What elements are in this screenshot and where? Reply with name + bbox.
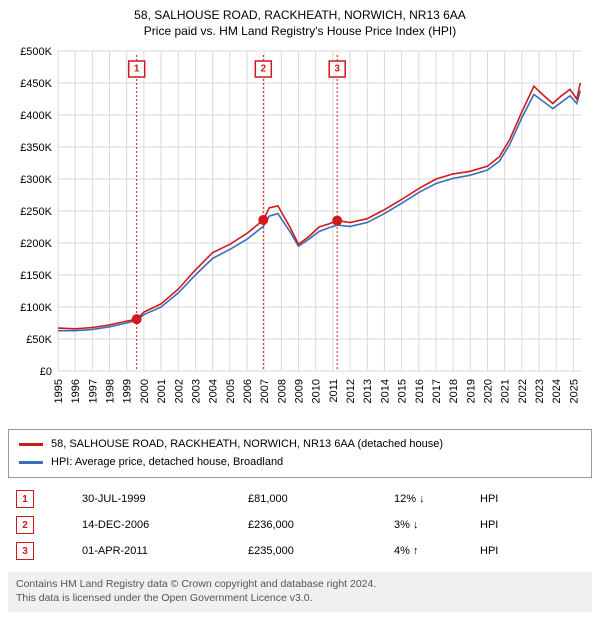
svg-text:2014: 2014 bbox=[379, 379, 391, 403]
svg-text:£0: £0 bbox=[40, 366, 52, 378]
svg-text:2017: 2017 bbox=[431, 379, 443, 403]
svg-text:£200K: £200K bbox=[20, 238, 52, 250]
sale-marker-icon: 3 bbox=[16, 542, 34, 560]
svg-text:£100K: £100K bbox=[20, 302, 52, 314]
svg-text:£500K: £500K bbox=[20, 46, 52, 58]
svg-text:1997: 1997 bbox=[87, 379, 99, 403]
table-row: 2 14-DEC-2006£236,0003% ↓HPI bbox=[8, 512, 592, 538]
svg-text:2006: 2006 bbox=[242, 379, 254, 403]
svg-text:£450K: £450K bbox=[20, 78, 52, 90]
svg-text:3: 3 bbox=[334, 64, 340, 75]
svg-text:2000: 2000 bbox=[139, 379, 151, 403]
chart-title-block: 58, SALHOUSE ROAD, RACKHEATH, NORWICH, N… bbox=[8, 8, 592, 39]
svg-text:2025: 2025 bbox=[568, 379, 580, 403]
sale-marker-icon: 2 bbox=[16, 516, 34, 534]
svg-text:2003: 2003 bbox=[190, 379, 202, 403]
sale-vs: HPI bbox=[472, 486, 592, 512]
sale-date: 30-JUL-1999 bbox=[74, 486, 240, 512]
title-address: 58, SALHOUSE ROAD, RACKHEATH, NORWICH, N… bbox=[8, 8, 592, 24]
svg-text:1995: 1995 bbox=[53, 379, 65, 403]
footer-line: This data is licensed under the Open Gov… bbox=[16, 592, 584, 606]
svg-text:2004: 2004 bbox=[208, 379, 220, 403]
svg-text:2011: 2011 bbox=[328, 379, 340, 403]
svg-text:1: 1 bbox=[134, 64, 140, 75]
sale-date: 14-DEC-2006 bbox=[74, 512, 240, 538]
legend-label: 58, SALHOUSE ROAD, RACKHEATH, NORWICH, N… bbox=[51, 436, 443, 454]
svg-text:2: 2 bbox=[261, 64, 267, 75]
svg-text:£400K: £400K bbox=[20, 110, 52, 122]
sales-table: 1 30-JUL-1999£81,00012% ↓HPI 2 14-DEC-2006£… bbox=[8, 486, 592, 564]
svg-text:1996: 1996 bbox=[70, 379, 82, 403]
svg-text:2008: 2008 bbox=[276, 379, 288, 403]
table-row: 1 30-JUL-1999£81,00012% ↓HPI bbox=[8, 486, 592, 512]
legend-item: HPI: Average price, detached house, Broa… bbox=[19, 454, 581, 472]
sale-vs: HPI bbox=[472, 538, 592, 564]
svg-text:2019: 2019 bbox=[465, 379, 477, 403]
footer-attribution: Contains HM Land Registry data © Crown c… bbox=[8, 572, 592, 611]
sale-marker-icon: 1 bbox=[16, 490, 34, 508]
svg-text:£250K: £250K bbox=[20, 206, 52, 218]
svg-text:£350K: £350K bbox=[20, 142, 52, 154]
svg-text:£300K: £300K bbox=[20, 174, 52, 186]
svg-text:1999: 1999 bbox=[122, 379, 134, 403]
svg-text:£150K: £150K bbox=[20, 270, 52, 282]
legend-label: HPI: Average price, detached house, Broa… bbox=[51, 454, 283, 472]
svg-text:2012: 2012 bbox=[345, 379, 357, 403]
svg-text:2013: 2013 bbox=[362, 379, 374, 403]
sale-pct: 3% ↓ bbox=[386, 512, 472, 538]
svg-text:1998: 1998 bbox=[105, 379, 117, 403]
svg-text:2018: 2018 bbox=[448, 379, 460, 403]
title-subtitle: Price paid vs. HM Land Registry's House … bbox=[8, 24, 592, 40]
svg-text:2021: 2021 bbox=[500, 379, 512, 403]
legend: 58, SALHOUSE ROAD, RACKHEATH, NORWICH, N… bbox=[8, 429, 592, 478]
svg-text:£50K: £50K bbox=[26, 334, 52, 346]
sale-price: £235,000 bbox=[240, 538, 386, 564]
svg-text:2016: 2016 bbox=[414, 379, 426, 403]
sale-pct: 12% ↓ bbox=[386, 486, 472, 512]
chart-svg: £0 £50K £100K £150K £200K £250K £300K £350K £400… bbox=[8, 43, 592, 423]
svg-text:2007: 2007 bbox=[259, 379, 271, 403]
table-row: 3 01-APR-2011£235,0004% ↑HPI bbox=[8, 538, 592, 564]
svg-text:2009: 2009 bbox=[294, 379, 306, 403]
svg-text:2023: 2023 bbox=[534, 379, 546, 403]
legend-swatch bbox=[19, 461, 43, 464]
svg-text:2020: 2020 bbox=[483, 379, 495, 403]
line-chart: £0 £50K £100K £150K £200K £250K £300K £350K £400… bbox=[8, 43, 592, 423]
svg-text:2001: 2001 bbox=[156, 379, 168, 403]
svg-text:2005: 2005 bbox=[225, 379, 237, 403]
sale-pct: 4% ↑ bbox=[386, 538, 472, 564]
svg-text:2022: 2022 bbox=[517, 379, 529, 403]
svg-text:2015: 2015 bbox=[397, 379, 409, 403]
sale-vs: HPI bbox=[472, 512, 592, 538]
legend-item: 58, SALHOUSE ROAD, RACKHEATH, NORWICH, N… bbox=[19, 436, 581, 454]
sale-price: £81,000 bbox=[240, 486, 386, 512]
sale-price: £236,000 bbox=[240, 512, 386, 538]
sale-date: 01-APR-2011 bbox=[74, 538, 240, 564]
svg-text:2024: 2024 bbox=[551, 379, 563, 403]
legend-swatch bbox=[19, 443, 43, 446]
svg-text:2010: 2010 bbox=[311, 379, 323, 403]
svg-text:2002: 2002 bbox=[173, 379, 185, 403]
